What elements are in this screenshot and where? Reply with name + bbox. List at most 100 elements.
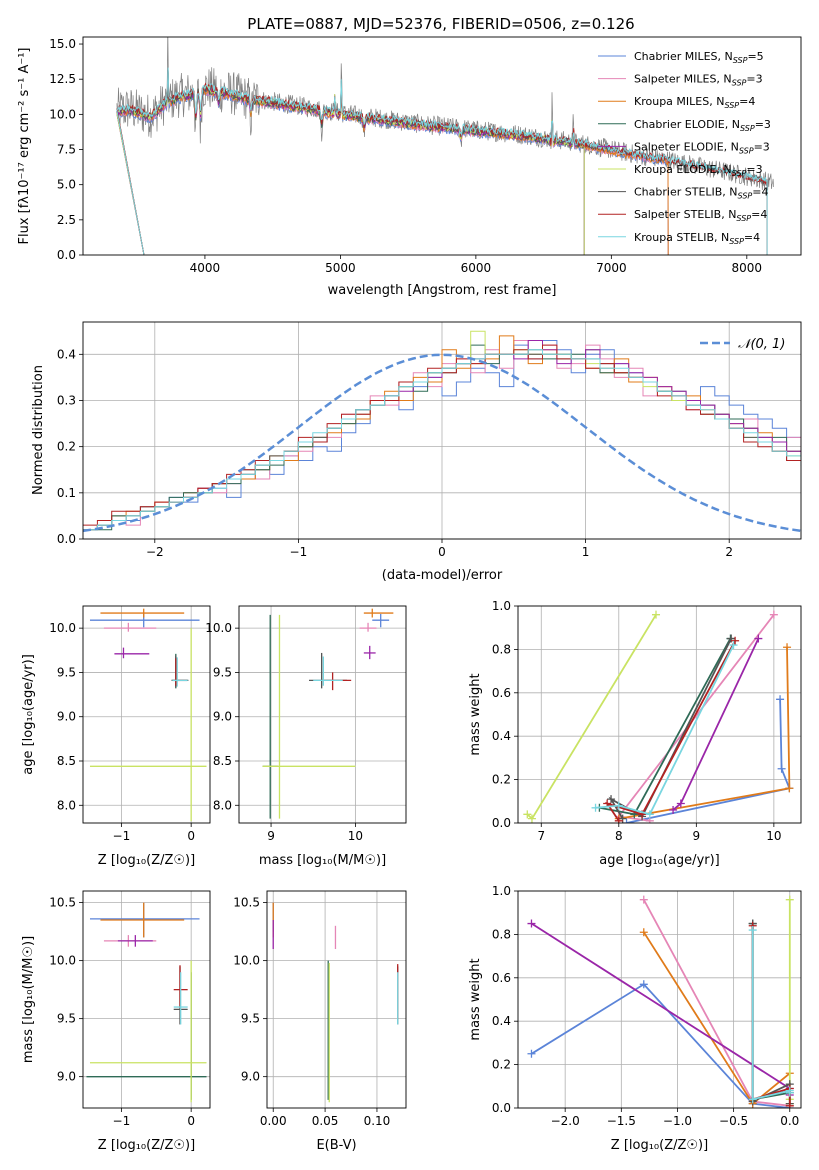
weight_vs_age-point-marker — [777, 764, 786, 773]
mass_vs_EBV-frame — [266, 890, 407, 1109]
mass_vs_EBV-ytick-label: 10.5 — [233, 896, 260, 910]
spectrum-ytick-label: 0.0 — [57, 248, 76, 262]
spectrum-legend-label: Chabrier STELIB, NSSP=4 — [634, 186, 768, 201]
weight_vs_age-point-marker — [523, 810, 532, 819]
age_vs_mass-xtick-label: 10 — [348, 829, 363, 843]
weight_vs_age-point-marker — [669, 805, 678, 814]
weight_vs_age-point-marker — [645, 810, 654, 819]
weight_vs_age-ytick-label: 0.8 — [492, 642, 511, 656]
weight_vs_Z-point-marker — [785, 1088, 794, 1097]
weight_vs_Z-point-marker — [639, 928, 648, 937]
spectrum-ytick-label: 7.5 — [57, 143, 76, 157]
age_vs_Z-frame — [82, 605, 211, 824]
mass_vs_EBV-xlabel: E(B-V) — [316, 1138, 356, 1153]
age_vs_mass-ytick-label: 10.0 — [205, 621, 232, 635]
age_vs_Z-ytick-label: 9.5 — [57, 665, 76, 679]
spectrum-axes: 4000 5000 6000 7000 8000 0.0 2.5 5.0 7.5 10.0 12.5… — [49, 37, 762, 275]
weight_vs_Z-xtick-label: −0.5 — [719, 1114, 748, 1128]
age_vs_mass-ytick-label: 8.5 — [213, 754, 232, 768]
weight_vs_Z-point-marker — [748, 926, 757, 935]
spectrum-xtick-label: 6000 — [461, 261, 492, 275]
weight_vs_age-point-marker — [527, 814, 536, 823]
charts-layer: 4000 5000 6000 7000 80000.02.55.07.510.012.5… — [17, 36, 802, 1153]
weight_vs_age-point-marker — [614, 801, 623, 810]
weight_vs_Z-frame — [517, 890, 802, 1109]
residuals-xlabel: (data-model)/error — [382, 568, 503, 583]
residuals-ytick-label: 0.4 — [57, 347, 76, 361]
age_vs_mass-xlabel: mass [log₁₀(M/M☉)] — [259, 853, 386, 868]
weight_vs_age-xtick-label: 8 — [615, 829, 623, 843]
weight_vs_age-point-marker — [776, 695, 785, 704]
weight_vs_Z-point-marker — [639, 895, 648, 904]
weight_vs_age-point-marker — [591, 803, 600, 812]
weight_vs_Z-point-marker — [748, 1095, 757, 1104]
spectrum-xlabel: wavelength [Angstrom, rest frame] — [328, 283, 557, 298]
age_vs_mass-ytick-label: 9.5 — [213, 665, 232, 679]
spectrum-xtick-label: 8000 — [732, 261, 763, 275]
spectrum-model-kroupa-stelib — [116, 67, 768, 255]
age_vs_mass-ytick-label: 9.0 — [213, 710, 232, 724]
weight_vs_age-series-line — [595, 644, 735, 816]
residuals-frame — [82, 321, 802, 540]
spectrum-ytick-label: 12.5 — [49, 72, 76, 86]
weight_vs_age-point-marker — [729, 641, 738, 650]
spectrum-legend-label: Kroupa MILES, NSSP=4 — [634, 95, 755, 110]
weight_vs_Z-point-marker — [785, 1101, 794, 1108]
weight_vs_Z-xlabel: Z [log₁₀(Z/Z☉)] — [611, 1138, 708, 1153]
weight_vs_age-xlabel: age [log₁₀(age/yr)] — [599, 853, 720, 868]
weight_vs_age-point-marker — [754, 634, 763, 643]
age_vs_mass-ytick-label: 8.0 — [213, 798, 232, 812]
age_vs_mass-frame — [238, 605, 407, 824]
mass_vs_Z-ytick-label: 10.5 — [49, 896, 76, 910]
age_vs_Z-xlabel: Z [log₁₀(Z/Z☉)] — [98, 853, 195, 868]
spectrum-legend-label: Salpeter MILES, NSSP=3 — [634, 73, 763, 88]
mass_vs_Z-xtick-label: −1 — [113, 1114, 131, 1128]
weight_vs_Z-ytick-label: 0.4 — [492, 1014, 511, 1028]
residuals-xtick-label: 0 — [438, 545, 446, 559]
weight_vs_Z-ylabel: mass weight — [468, 958, 483, 1040]
age_vs_Z-ytick-label: 8.0 — [57, 798, 76, 812]
weight_vs_age-ytick-label: 0.4 — [492, 729, 511, 743]
weight_vs_Z-ytick-label: 0.2 — [492, 1058, 511, 1072]
mass_vs_EBV-xtick-label: 0.10 — [364, 1114, 391, 1128]
age_vs_Z-ytick-label: 8.5 — [57, 754, 76, 768]
weight_vs_age-point-marker — [652, 610, 661, 619]
weight_vs_age-ytick-label: 0.0 — [492, 816, 511, 830]
spectrum-ytick-label: 15.0 — [49, 37, 76, 51]
weight_vs_age-point-marker — [769, 610, 778, 619]
spectrum-ytick-label: 2.5 — [57, 213, 76, 227]
residuals-xtick-label: 2 — [725, 545, 733, 559]
spectrum-xtick-label: 5000 — [325, 261, 356, 275]
mass_vs_EBV-ytick-label: 10.0 — [233, 954, 260, 968]
residuals-ylabel: Normed distribution — [31, 365, 46, 495]
mass_vs_Z-xtick-label: 0 — [187, 1114, 195, 1128]
weight_vs_Z-xtick-label: −1.5 — [607, 1114, 636, 1128]
residuals-ytick-label: 0.2 — [57, 440, 76, 454]
residuals-ytick-label: 0.1 — [57, 486, 76, 500]
weight_vs_Z-point-marker — [785, 895, 794, 904]
mass_vs_EBV-ytick-label: 9.0 — [241, 1070, 260, 1084]
age_vs_mass-axes: 9 10 8.0 8.5 9.0 9.5 10.0 — [205, 606, 406, 843]
weight_vs_Z-ytick-label: 0.6 — [492, 971, 511, 985]
residuals-ytick-label: 0.0 — [57, 532, 76, 546]
mass_vs_Z-ytick-label: 9.5 — [57, 1012, 76, 1026]
mass_vs_EBV-axes: 0.00 0.05 0.10 9.0 9.5 10.0 10.5 — [233, 891, 406, 1128]
weight_vs_age-xtick-label: 10 — [766, 829, 781, 843]
spectrum-xtick-label: 7000 — [596, 261, 627, 275]
residuals-xtick-label: −1 — [290, 545, 308, 559]
weight_vs_Z-point-marker — [527, 1049, 536, 1058]
weight_vs_age-ytick-label: 1.0 — [492, 599, 511, 613]
mass_vs_EBV-xtick-label: 0.00 — [260, 1114, 287, 1128]
spectrum-legend-label: Salpeter STELIB, NSSP=4 — [634, 208, 767, 223]
mass_vs_Z-frame — [82, 890, 211, 1109]
spectrum-ylabel: Flux [fλ10⁻¹⁷ erg cm⁻² s⁻¹ A⁻¹] — [17, 48, 32, 245]
weight_vs_Z-ytick-label: 0.0 — [492, 1101, 511, 1115]
weight_vs_age-ylabel: mass weight — [468, 673, 483, 755]
weight_vs_age-series-line — [605, 640, 736, 822]
residuals-legend-label: 𝒩(0, 1) — [738, 337, 785, 352]
weight_vs_age-ytick-label: 0.2 — [492, 773, 511, 787]
weight_vs_age-point-marker — [622, 819, 631, 823]
figure-title: PLATE=0887, MJD=52376, FIBERID=0506, z=0… — [247, 15, 634, 33]
spectrum-legend-label: Chabrier ELODIE, NSSP=3 — [634, 118, 771, 133]
